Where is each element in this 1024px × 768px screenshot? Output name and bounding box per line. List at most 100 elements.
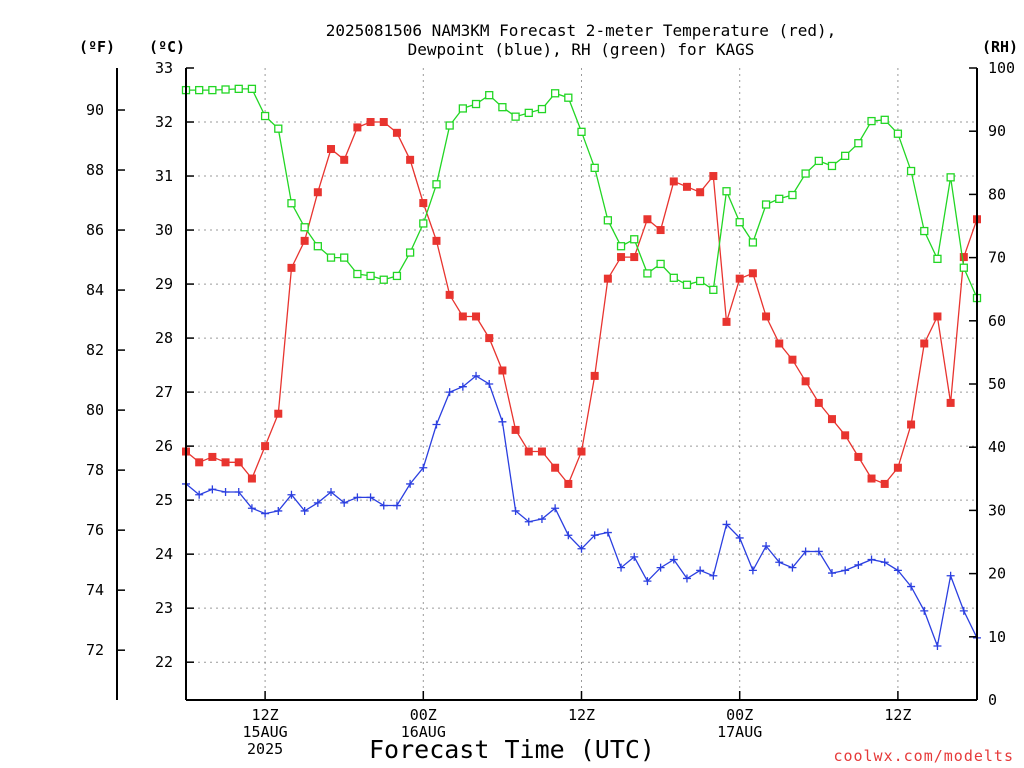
rh-point [458,104,468,113]
dewpoint-point [735,533,744,542]
fahrenheit-tick-label: 80 [86,401,104,419]
rh-point [471,99,481,109]
temperature-point [234,458,243,467]
temperature-point [603,274,612,283]
temperature-point [907,420,916,429]
time-tick-label: 12Z [252,706,279,724]
temperature-point [854,452,863,461]
chart-title: 2025081506 NAM3KM Forecast 2-meter Tempe… [326,21,837,59]
fahrenheit-tick-label: 90 [86,101,104,119]
temperature-point [959,253,968,262]
rh-point [537,104,547,114]
dewpoint-point [920,606,929,615]
temperature-point [340,155,349,164]
rh-tick-label: 0 [988,691,997,709]
dewpoint-point [300,506,309,515]
rh-point [353,269,362,279]
dewpoint-point [630,552,639,561]
temperature-point [247,474,256,483]
dewpoint-point [682,574,691,583]
dewpoint-point [656,563,665,572]
series-temperature [182,118,981,488]
fahrenheit-unit-label: (ºF) [79,38,115,56]
rh-point [300,223,309,232]
series-rh [181,84,982,303]
rh-tick-label: 60 [988,312,1006,330]
temperature-point [709,172,718,181]
temperature-point [406,155,415,164]
dewpoint-point [261,509,270,518]
fahrenheit-tick-label: 72 [86,641,104,659]
rh-point [524,108,533,118]
temperature-point [880,479,889,488]
temperature-point [458,312,467,321]
dewpoint-point [432,420,441,429]
rh-point [656,259,665,269]
fahrenheit-tick-label: 78 [86,461,104,479]
dewpoint-point [880,558,889,567]
rh-point [867,116,876,126]
dewpoint-point [366,493,375,502]
celsius-tick-label: 33 [155,59,173,77]
rh-point [814,156,823,166]
dewpoint-point [762,542,771,551]
rh-point [405,248,415,257]
dewpoint-point [893,566,902,575]
temperature-point [867,474,876,483]
dewpoint-point [195,490,204,499]
dewpoint-point [524,517,533,526]
temperature-point [274,409,283,418]
dewpoint-point [748,566,757,575]
rh-tick-label: 10 [988,628,1006,646]
dewpoint-point [287,490,296,499]
temperature-point [300,236,309,245]
rh-point [682,280,692,289]
rh-point [419,219,428,228]
temperature-point [379,118,388,127]
dewpoint-point [313,498,322,507]
temperature-point [208,452,217,461]
temperature-point [445,290,454,299]
rh-point [392,271,402,281]
fahrenheit-tick-label: 74 [86,581,104,599]
rh-point [577,127,586,136]
dewpoint-point [551,504,560,513]
dewpoint-point [485,380,494,388]
rh-point [340,253,349,262]
grid [186,68,977,700]
temperature-point [696,188,705,197]
temperature-point [287,263,296,272]
rh-point [920,226,929,236]
temperature-point [762,312,771,321]
temperature-point [788,355,797,364]
temperature-point [432,236,441,245]
celsius-tick-label: 26 [155,437,173,455]
rh-point [485,91,494,100]
rh-tick-label: 40 [988,438,1006,456]
fahrenheit-tick-label: 76 [86,521,104,539]
dewpoint-point [577,544,586,553]
dewpoint-point [867,555,876,564]
axes [116,67,978,701]
rh-point [775,194,784,203]
dewpoint-point [406,479,415,488]
temperature-point [537,447,546,456]
rh-point [906,166,916,176]
temperature-point [775,339,784,348]
dewpoint-point [603,528,612,537]
time-tick-label: 15AUG [243,723,288,741]
rh-point [630,235,639,244]
rh-point [260,111,270,121]
temperature-point [946,398,955,407]
rh-point [274,124,283,133]
time-tick-label: 2025 [247,740,283,758]
rh-point [893,129,903,138]
temperature-point [722,317,731,326]
temperature-point [261,442,270,451]
temperature-point [313,188,322,197]
rh-point [379,275,388,284]
temperature-point [801,377,810,386]
rh-point [498,103,507,112]
temperature-point [392,128,401,137]
rh-point [550,89,560,98]
